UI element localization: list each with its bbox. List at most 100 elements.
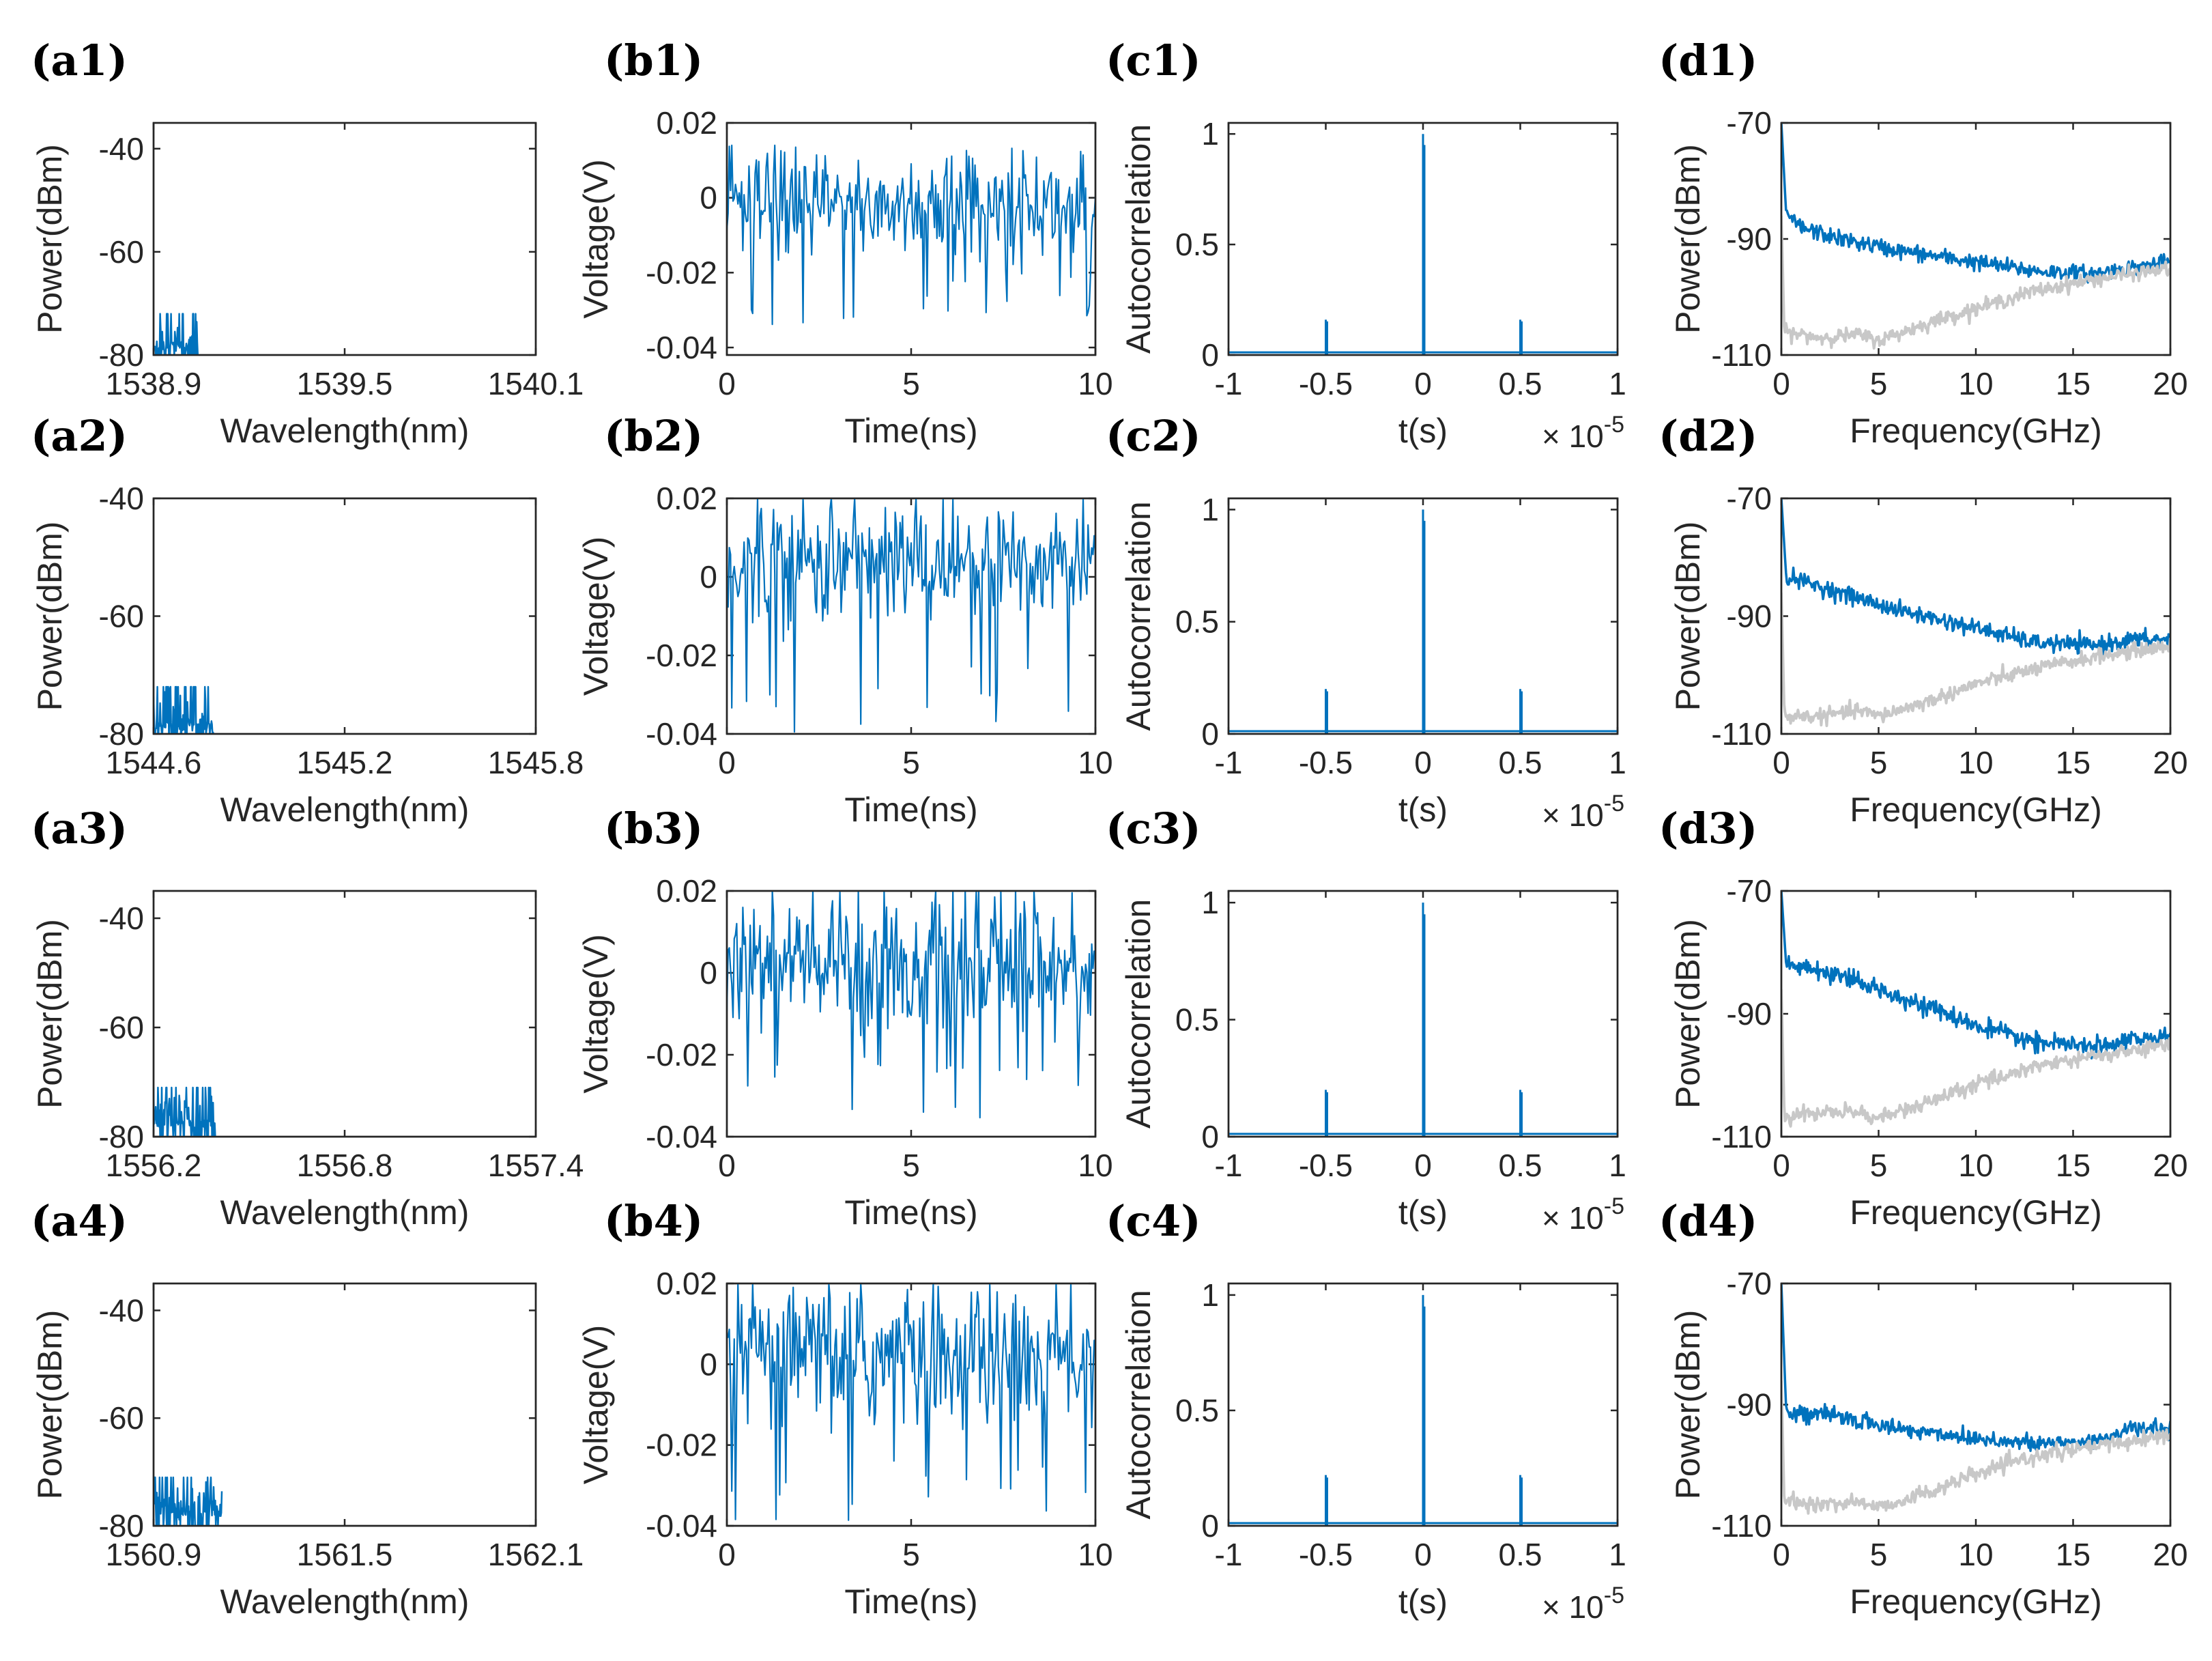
y-tick-label: 0.5 bbox=[1175, 1393, 1219, 1428]
y-axis-label: Power(dBm) bbox=[31, 1310, 69, 1500]
y-axis-label: Power(dBm) bbox=[31, 919, 69, 1109]
x-tick-label: 1540.1 bbox=[488, 366, 584, 401]
x-tick-label: 0 bbox=[718, 745, 736, 780]
x-tick-label: 1556.8 bbox=[297, 1148, 393, 1183]
x-tick-label: 0 bbox=[1772, 1537, 1790, 1572]
axes-border bbox=[726, 890, 1097, 1138]
x-axis-label: Frequency(GHz) bbox=[1850, 1193, 2102, 1232]
x-tick-label: 10 bbox=[1078, 745, 1112, 780]
panel-label: (c1) bbox=[1106, 36, 1201, 85]
y-axis-label: Voltage(V) bbox=[577, 1325, 615, 1484]
x-tick-label: 1539.5 bbox=[297, 366, 393, 401]
plot-area bbox=[154, 1086, 216, 1137]
x-axis-multiplier: × 10-5 bbox=[1542, 1193, 1624, 1236]
y-axis-label: Autocorrelation bbox=[1119, 124, 1158, 354]
y-axis-label: Power(dBm) bbox=[1669, 522, 1707, 711]
y-tick-label: 0 bbox=[1201, 1119, 1219, 1154]
x-tick-label: 0 bbox=[1772, 1148, 1790, 1183]
series-acf bbox=[1229, 903, 1618, 1137]
x-axis-label: Frequency(GHz) bbox=[1850, 412, 2102, 450]
y-tick-label: 0 bbox=[1201, 716, 1219, 752]
y-tick-label: 0 bbox=[700, 559, 717, 595]
x-tick-label: 0 bbox=[718, 1537, 736, 1572]
x-tick-label: 15 bbox=[2056, 1537, 2091, 1572]
series-spectrum bbox=[154, 313, 199, 355]
plot-area bbox=[154, 1476, 223, 1526]
y-tick-label: -60 bbox=[99, 234, 144, 270]
x-tick-label: 5 bbox=[902, 1537, 920, 1572]
plot-area bbox=[1229, 903, 1618, 1137]
axes-box bbox=[726, 122, 1097, 356]
x-tick-label: -0.5 bbox=[1299, 745, 1353, 780]
x-tick-label: 0 bbox=[1414, 1148, 1432, 1183]
axes-box bbox=[1780, 1282, 2172, 1527]
axes-border bbox=[1227, 497, 1619, 735]
x-tick-label: 1545.2 bbox=[297, 745, 393, 780]
axes-border bbox=[726, 1282, 1097, 1527]
x-tick-label: 0.5 bbox=[1499, 1148, 1542, 1183]
panel-label: (d2) bbox=[1658, 411, 1757, 461]
plot-area bbox=[727, 144, 1095, 326]
y-tick-label: 0 bbox=[1201, 1508, 1219, 1544]
y-tick-label: 0.02 bbox=[656, 481, 717, 516]
y-tick-label: -0.04 bbox=[646, 1508, 717, 1544]
x-tick-label: 1560.9 bbox=[106, 1537, 202, 1572]
x-tick-label: 15 bbox=[2056, 366, 2091, 401]
x-tick-label: -1 bbox=[1215, 745, 1243, 780]
series-rf bbox=[1781, 123, 2170, 285]
series-rf-noise bbox=[1781, 989, 2170, 1128]
y-tick-label: 0.02 bbox=[656, 873, 717, 909]
panel-d1: (d1) 0 5 10 15 20 -70 -90 -110 Frequency(GHz) Powe… bbox=[1658, 36, 2188, 450]
axes-box bbox=[152, 890, 537, 1138]
y-tick-label: -110 bbox=[1711, 337, 1772, 373]
panel-b3: (b3) 0 5 10 0.02 0 -0.02 -0.04 Time(ns) Voltage(V… bbox=[577, 804, 1113, 1232]
x-tick-label: 1538.9 bbox=[106, 366, 202, 401]
axes-border bbox=[1780, 890, 2172, 1138]
plot-area bbox=[727, 498, 1095, 733]
y-tick-label: 0.5 bbox=[1175, 227, 1219, 262]
y-tick-label: -60 bbox=[99, 1010, 144, 1045]
series-acf bbox=[1229, 1294, 1618, 1526]
x-tick-label: 5 bbox=[902, 366, 920, 401]
y-tick-label: -40 bbox=[99, 1292, 144, 1328]
y-tick-label: -0.02 bbox=[646, 1037, 717, 1073]
y-tick-label: -0.02 bbox=[646, 638, 717, 673]
axes-box bbox=[152, 122, 537, 356]
axes-box bbox=[152, 1282, 537, 1527]
plot-area bbox=[154, 313, 199, 355]
panel-a1: (a1) 1538.9 1539.5 1540.1 -40 -60 -80 Wavelengt… bbox=[31, 36, 584, 450]
axes-border bbox=[152, 1282, 537, 1527]
y-axis-label: Autocorrelation bbox=[1119, 899, 1158, 1128]
axes-border bbox=[1227, 890, 1619, 1138]
series-timeseries bbox=[727, 1283, 1095, 1521]
panel-label: (a2) bbox=[31, 411, 128, 461]
y-axis-label: Voltage(V) bbox=[577, 537, 615, 696]
x-tick-label: 0 bbox=[1414, 366, 1432, 401]
x-axis-label: Frequency(GHz) bbox=[1850, 791, 2102, 829]
y-tick-label: -90 bbox=[1727, 221, 1772, 257]
x-tick-label: 15 bbox=[2056, 745, 2091, 780]
plot-area bbox=[1229, 1294, 1618, 1526]
x-tick-label: 0.5 bbox=[1499, 1537, 1542, 1572]
panel-b2: (b2) 0 5 10 0.02 0 -0.02 -0.04 Time(ns) Voltage(V… bbox=[577, 411, 1113, 829]
panel-a2: (a2) 1544.6 1545.2 1545.8 -40 -60 -80 Wavelengt… bbox=[31, 411, 584, 829]
y-tick-label: 1 bbox=[1201, 116, 1219, 152]
y-tick-label: -90 bbox=[1727, 996, 1772, 1032]
x-tick-label: 5 bbox=[1870, 366, 1888, 401]
x-tick-label: 1556.2 bbox=[106, 1148, 202, 1183]
x-tick-label: -1 bbox=[1215, 1148, 1243, 1183]
axes-border bbox=[1780, 1282, 2172, 1527]
series-spectrum bbox=[154, 1086, 216, 1137]
y-tick-label: -80 bbox=[99, 1508, 144, 1544]
x-tick-label: 20 bbox=[2153, 1148, 2187, 1183]
panel-label: (a3) bbox=[31, 804, 128, 853]
axes-border bbox=[152, 122, 537, 356]
panel-d4: (d4) 0 5 10 15 20 -70 -90 -110 Frequency(GHz) Powe… bbox=[1658, 1196, 2188, 1621]
x-axis-label: t(s) bbox=[1398, 1193, 1448, 1232]
panel-label: (d3) bbox=[1658, 804, 1757, 853]
x-tick-label: 10 bbox=[1078, 1148, 1112, 1183]
y-tick-label: -110 bbox=[1711, 716, 1772, 752]
x-tick-label: 20 bbox=[2153, 366, 2187, 401]
y-tick-label: 0.5 bbox=[1175, 604, 1219, 640]
series-timeseries bbox=[727, 498, 1095, 733]
